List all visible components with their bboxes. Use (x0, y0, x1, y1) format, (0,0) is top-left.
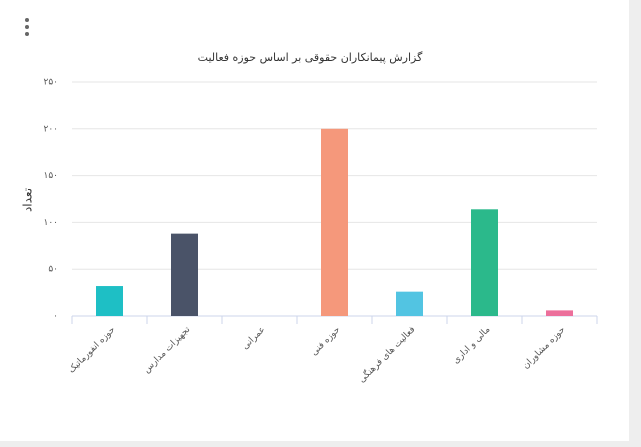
chart-card: گزارش پیمانکاران حقوقی بر اساس حوزه فعال… (0, 0, 629, 441)
x-tick-label: حوزه فنی (309, 325, 342, 358)
x-tick-label: فعالیت های فرهنگی (356, 323, 418, 385)
bar (171, 233, 198, 316)
menu-button[interactable] (25, 18, 29, 36)
y-axis-title: تعداد (21, 188, 35, 212)
y-tick-label: ۵۰ (48, 265, 58, 275)
x-tick-label: حوزه مشاوران (521, 325, 567, 371)
menu-dot (25, 32, 29, 36)
x-tick-label: عمرانی (240, 325, 267, 352)
bar (546, 310, 573, 316)
y-tick-label: ۲۵۰ (43, 78, 58, 88)
chart-title: گزارش پیمانکاران حقوقی بر اساس حوزه فعال… (198, 51, 423, 64)
y-tick-label: ۱۵۰ (43, 171, 58, 181)
menu-dot (25, 18, 29, 22)
bar (471, 209, 498, 316)
bar (321, 128, 348, 316)
bar (96, 286, 123, 316)
bar (396, 291, 423, 316)
y-tick-label: ۰ (53, 312, 58, 322)
x-tick-label: حوزه انفورماتیک (67, 325, 118, 376)
x-tick-label: مالی و اداری (451, 325, 492, 366)
x-tick-label: تجهیزات مدارس (142, 324, 193, 375)
y-tick-label: ۲۰۰ (43, 124, 58, 134)
menu-dot (25, 25, 29, 29)
y-tick-label: ۱۰۰ (43, 218, 58, 228)
